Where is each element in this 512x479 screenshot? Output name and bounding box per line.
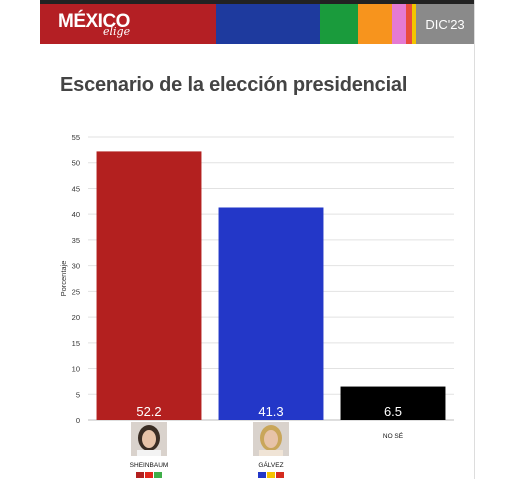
y-tick-label: 0 bbox=[76, 416, 80, 425]
party-logo bbox=[145, 472, 153, 478]
brand-logo: MÉXICO elige bbox=[40, 4, 216, 44]
top-line bbox=[40, 0, 474, 4]
stripe-orange bbox=[358, 4, 392, 44]
party-logo bbox=[154, 472, 162, 478]
brand-subword: elige bbox=[103, 25, 131, 38]
y-tick-label: 45 bbox=[72, 184, 80, 193]
stripe-green bbox=[320, 4, 358, 44]
bar bbox=[218, 207, 324, 420]
stripe-red bbox=[406, 4, 412, 44]
stripe-blue bbox=[216, 4, 320, 44]
y-tick-label: 10 bbox=[72, 365, 80, 374]
y-tick-label: 30 bbox=[72, 262, 80, 271]
date-label: DIC'23 bbox=[416, 4, 474, 44]
candidate-photo bbox=[253, 422, 289, 456]
bar bbox=[96, 151, 202, 420]
category-label: GÁLVEZ bbox=[258, 460, 283, 469]
y-tick-label: 5 bbox=[76, 390, 80, 399]
party-logo bbox=[258, 472, 266, 478]
y-tick-label: 35 bbox=[72, 236, 80, 245]
y-tick-label: 20 bbox=[72, 313, 80, 322]
stripe-yellow bbox=[412, 4, 416, 44]
category-label: SHEINBAUM bbox=[130, 462, 169, 469]
right-border bbox=[474, 0, 475, 479]
brand-banner: MÉXICO elige DIC'23 bbox=[40, 4, 474, 44]
stripe-pink bbox=[392, 4, 406, 44]
data-label: 41.3 bbox=[258, 404, 283, 419]
category-label: NO SÉ bbox=[383, 431, 404, 440]
chart-title: Escenario de la elección presidencial bbox=[60, 74, 408, 96]
y-axis-label: Porcentaje bbox=[59, 261, 68, 297]
bar bbox=[340, 386, 446, 420]
y-tick-label: 40 bbox=[72, 210, 80, 219]
party-logo bbox=[267, 472, 275, 478]
party-logo bbox=[136, 472, 144, 478]
data-label: 52.2 bbox=[136, 404, 161, 419]
y-tick-label: 50 bbox=[72, 159, 80, 168]
brand-word: MÉXICO bbox=[58, 11, 130, 32]
candidate-photo bbox=[131, 422, 167, 456]
y-tick-label: 15 bbox=[72, 339, 80, 348]
party-logo bbox=[276, 472, 284, 478]
data-label: 6.5 bbox=[384, 404, 402, 419]
y-tick-label: 25 bbox=[72, 287, 80, 296]
y-tick-label: 55 bbox=[72, 133, 80, 142]
